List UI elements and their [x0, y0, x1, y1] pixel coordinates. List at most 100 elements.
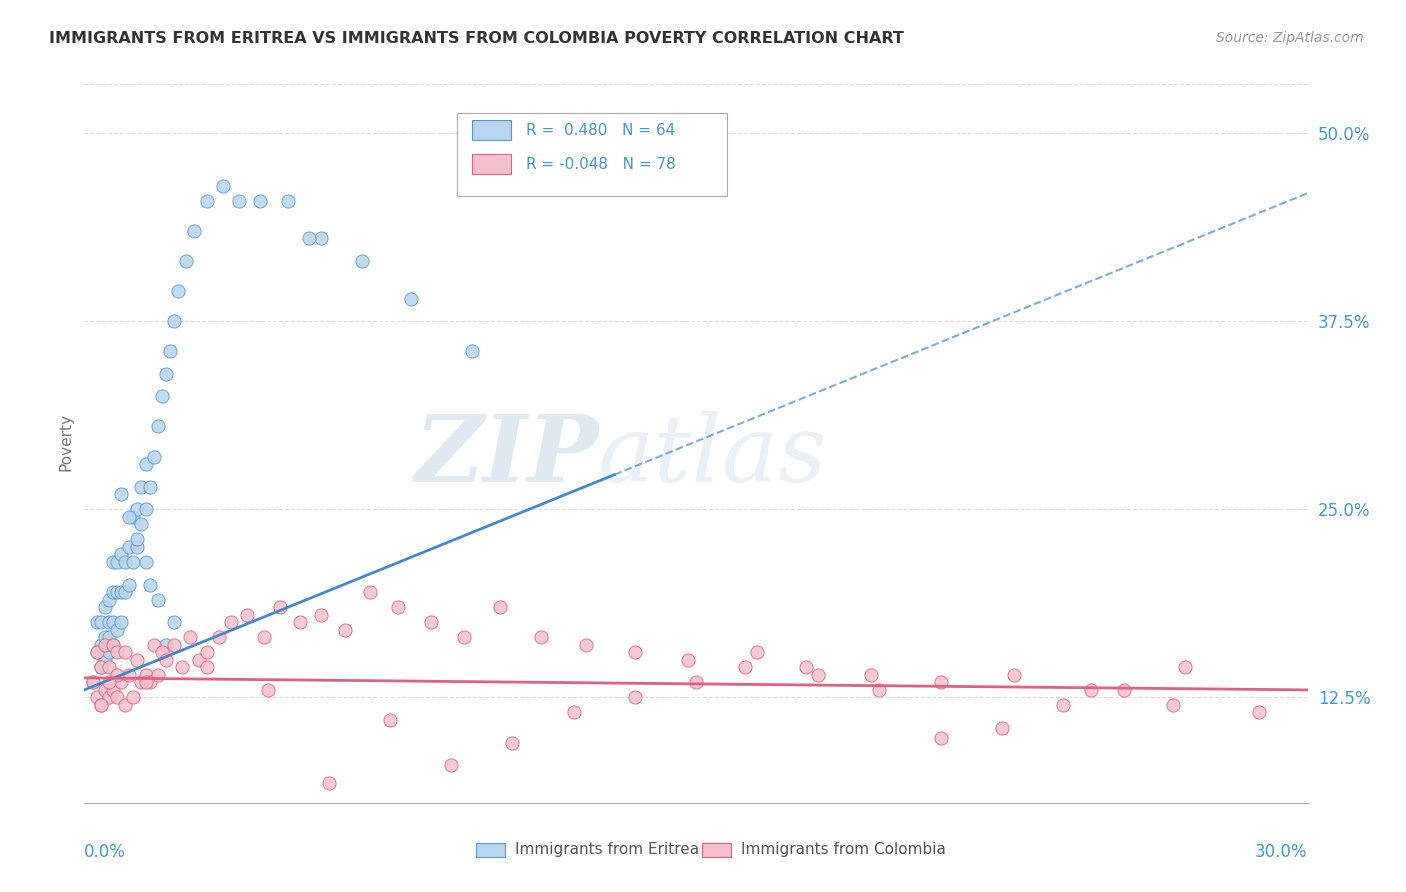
- Point: [380, 713, 402, 727]
- Point: [624, 645, 647, 659]
- Point: [290, 615, 312, 630]
- Point: [159, 344, 181, 359]
- Point: [309, 607, 332, 622]
- Point: [138, 480, 160, 494]
- Point: [105, 623, 128, 637]
- Point: [122, 555, 145, 569]
- Point: [86, 690, 108, 705]
- Point: [110, 585, 132, 599]
- Point: [90, 660, 112, 674]
- Point: [734, 660, 756, 674]
- Bar: [472, 120, 512, 140]
- Point: [187, 653, 209, 667]
- Point: [146, 419, 169, 434]
- Point: [127, 653, 149, 667]
- Point: [461, 344, 484, 359]
- Point: [101, 682, 124, 697]
- Point: [309, 231, 332, 245]
- Point: [399, 292, 422, 306]
- Point: [101, 638, 124, 652]
- Point: [138, 577, 160, 591]
- Point: [150, 645, 173, 659]
- Point: [135, 502, 157, 516]
- Point: [110, 487, 132, 501]
- Text: R = -0.048   N = 78: R = -0.048 N = 78: [526, 157, 676, 171]
- Point: [359, 585, 381, 599]
- Point: [562, 156, 585, 170]
- Point: [118, 509, 141, 524]
- Point: [86, 645, 108, 659]
- Point: [114, 555, 136, 569]
- Point: [1002, 668, 1025, 682]
- Y-axis label: Poverty: Poverty: [58, 412, 73, 471]
- Point: [93, 600, 115, 615]
- Point: [135, 675, 157, 690]
- Point: [118, 540, 141, 554]
- Point: [146, 592, 169, 607]
- Point: [114, 645, 136, 659]
- Point: [150, 389, 173, 403]
- Point: [146, 668, 169, 682]
- Text: ZIP: ZIP: [413, 411, 598, 501]
- Bar: [472, 154, 512, 174]
- Text: atlas: atlas: [598, 411, 828, 501]
- Point: [135, 457, 157, 471]
- Point: [172, 660, 194, 674]
- Point: [236, 607, 259, 622]
- Point: [208, 630, 231, 644]
- Point: [212, 178, 235, 193]
- Point: [991, 721, 1014, 735]
- Point: [127, 502, 149, 516]
- Point: [93, 630, 115, 644]
- Point: [135, 668, 157, 682]
- Point: [101, 615, 124, 630]
- Text: Immigrants from Eritrea: Immigrants from Eritrea: [515, 842, 699, 857]
- Point: [97, 615, 120, 630]
- Point: [1114, 682, 1136, 697]
- Point: [167, 284, 190, 298]
- Point: [179, 630, 201, 644]
- Bar: [702, 843, 731, 857]
- Point: [257, 682, 280, 697]
- Point: [155, 367, 177, 381]
- Point: [794, 660, 817, 674]
- Point: [174, 254, 197, 268]
- Point: [228, 194, 250, 208]
- Point: [105, 690, 128, 705]
- Point: [298, 231, 321, 245]
- Point: [135, 555, 157, 569]
- Point: [90, 638, 112, 652]
- Point: [183, 224, 205, 238]
- Point: [489, 600, 512, 615]
- Point: [624, 690, 647, 705]
- Point: [97, 660, 120, 674]
- Point: [97, 645, 120, 659]
- Text: Immigrants from Colombia: Immigrants from Colombia: [741, 842, 946, 857]
- Point: [127, 533, 149, 547]
- FancyBboxPatch shape: [457, 112, 727, 196]
- Point: [86, 615, 108, 630]
- Point: [163, 638, 186, 652]
- Point: [101, 555, 124, 569]
- Point: [122, 509, 145, 524]
- Point: [142, 638, 165, 652]
- Point: [93, 638, 115, 652]
- Point: [195, 194, 218, 208]
- Text: IMMIGRANTS FROM ERITREA VS IMMIGRANTS FROM COLOMBIA POVERTY CORRELATION CHART: IMMIGRANTS FROM ERITREA VS IMMIGRANTS FR…: [49, 31, 904, 46]
- Point: [387, 600, 409, 615]
- Bar: [475, 843, 505, 857]
- Text: 0.0%: 0.0%: [84, 843, 127, 861]
- Point: [249, 194, 271, 208]
- Point: [93, 682, 115, 697]
- Point: [105, 585, 128, 599]
- Point: [118, 577, 141, 591]
- Point: [1052, 698, 1074, 712]
- Point: [93, 653, 115, 667]
- Point: [97, 630, 120, 644]
- Point: [90, 698, 112, 712]
- Point: [676, 653, 699, 667]
- Point: [860, 668, 883, 682]
- Point: [685, 675, 707, 690]
- Point: [929, 731, 952, 745]
- Text: 30.0%: 30.0%: [1256, 843, 1308, 861]
